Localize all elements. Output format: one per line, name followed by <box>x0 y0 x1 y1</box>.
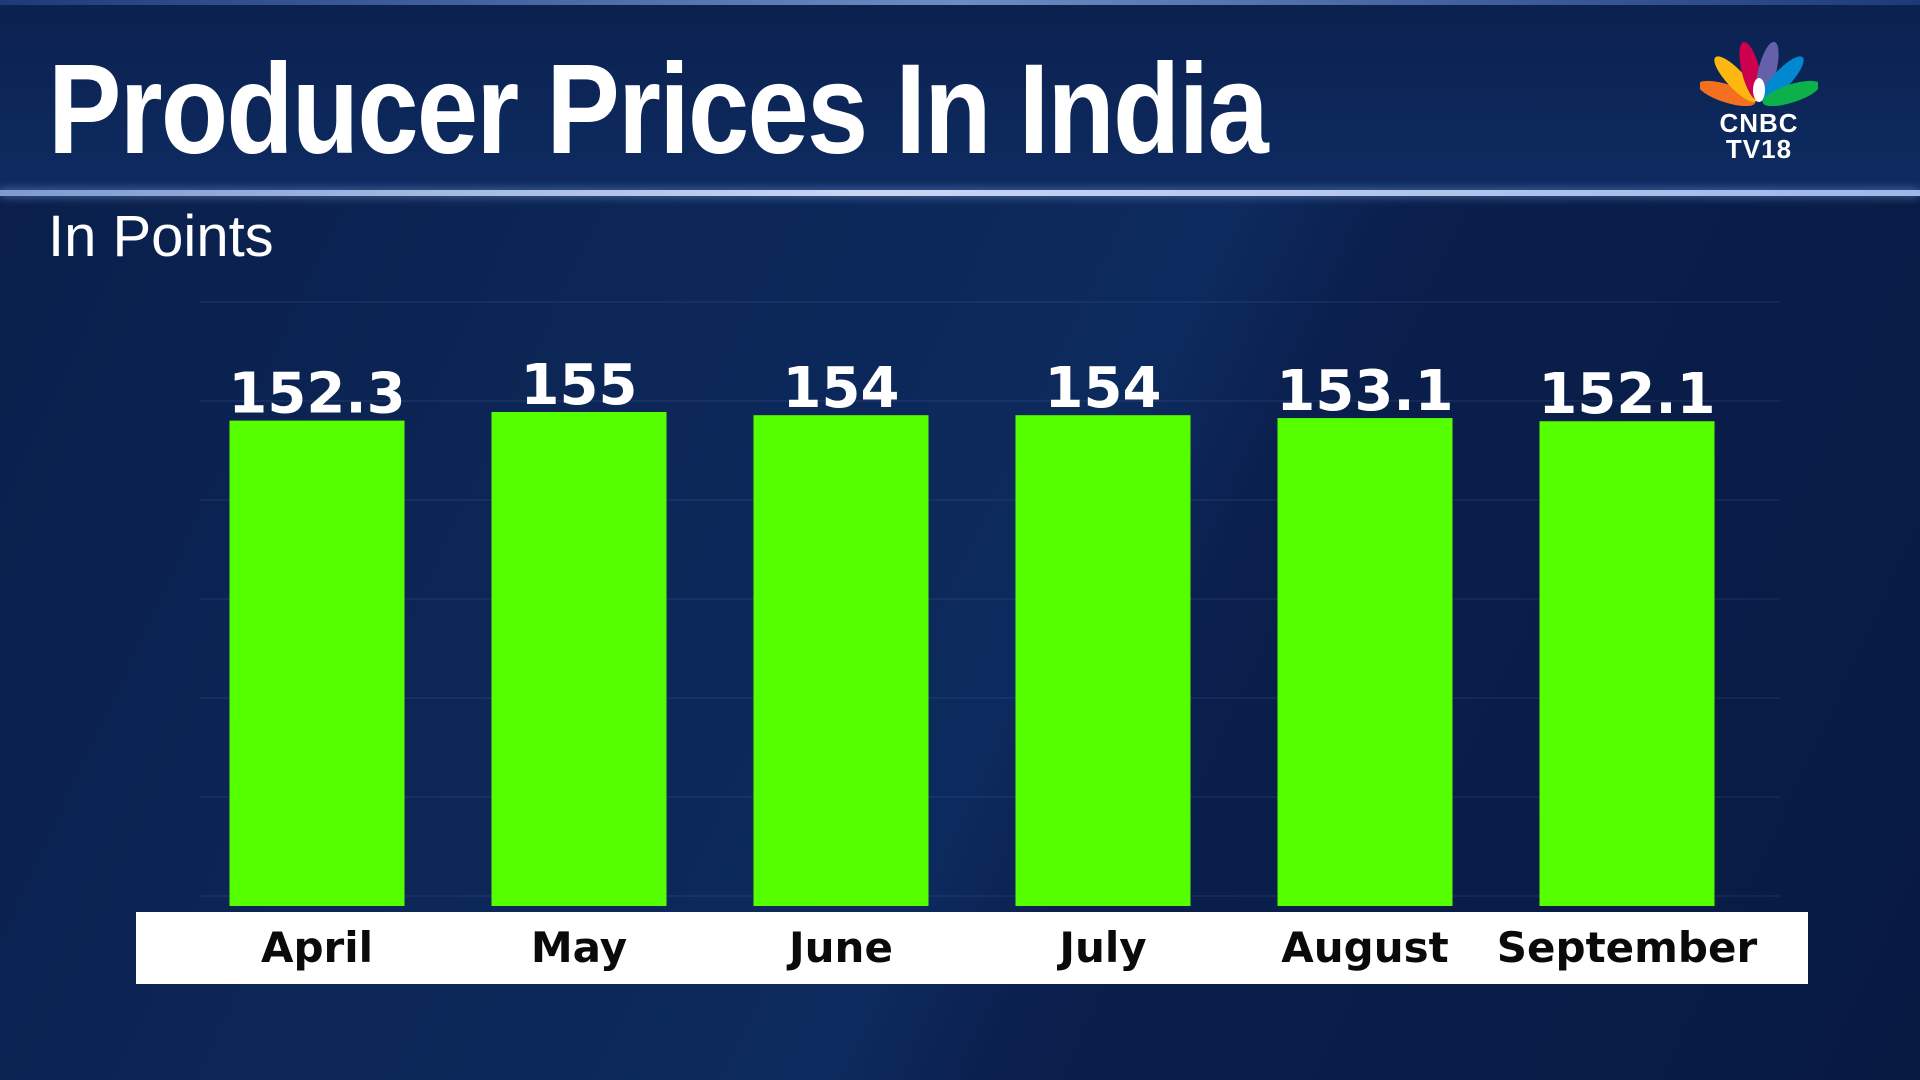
category-axis-band <box>136 912 1808 984</box>
value-label: 155 <box>521 353 638 418</box>
cnbc-tv18-logo: CNBC TV18 <box>1700 40 1830 170</box>
bar-june <box>753 415 929 906</box>
value-label: 154 <box>1045 356 1162 421</box>
category-label: May <box>531 923 627 972</box>
category-label: April <box>261 923 373 972</box>
bar-august <box>1277 418 1453 906</box>
nbc-peacock-icon <box>1700 41 1818 106</box>
bar-july <box>1015 415 1191 906</box>
header-divider <box>0 190 1920 196</box>
category-label: June <box>786 923 893 972</box>
value-label: 152.3 <box>228 362 405 427</box>
value-label: 154 <box>783 356 900 421</box>
value-label: 153.1 <box>1276 359 1453 424</box>
page-title: Producer Prices In India <box>48 38 1269 181</box>
bar-may <box>491 412 667 906</box>
chart-subtitle: In Points <box>48 204 274 269</box>
logo-text-cnbc: CNBC <box>1719 108 1799 138</box>
category-label: September <box>1497 923 1758 972</box>
bar-september <box>1539 421 1715 906</box>
category-label: August <box>1281 923 1448 972</box>
header-band <box>0 5 1920 190</box>
value-label: 152.1 <box>1538 362 1715 427</box>
logo-text-tv18: TV18 <box>1725 134 1793 164</box>
bar-april <box>229 420 405 906</box>
category-label: July <box>1056 923 1146 972</box>
top-accent-line <box>0 0 1920 5</box>
